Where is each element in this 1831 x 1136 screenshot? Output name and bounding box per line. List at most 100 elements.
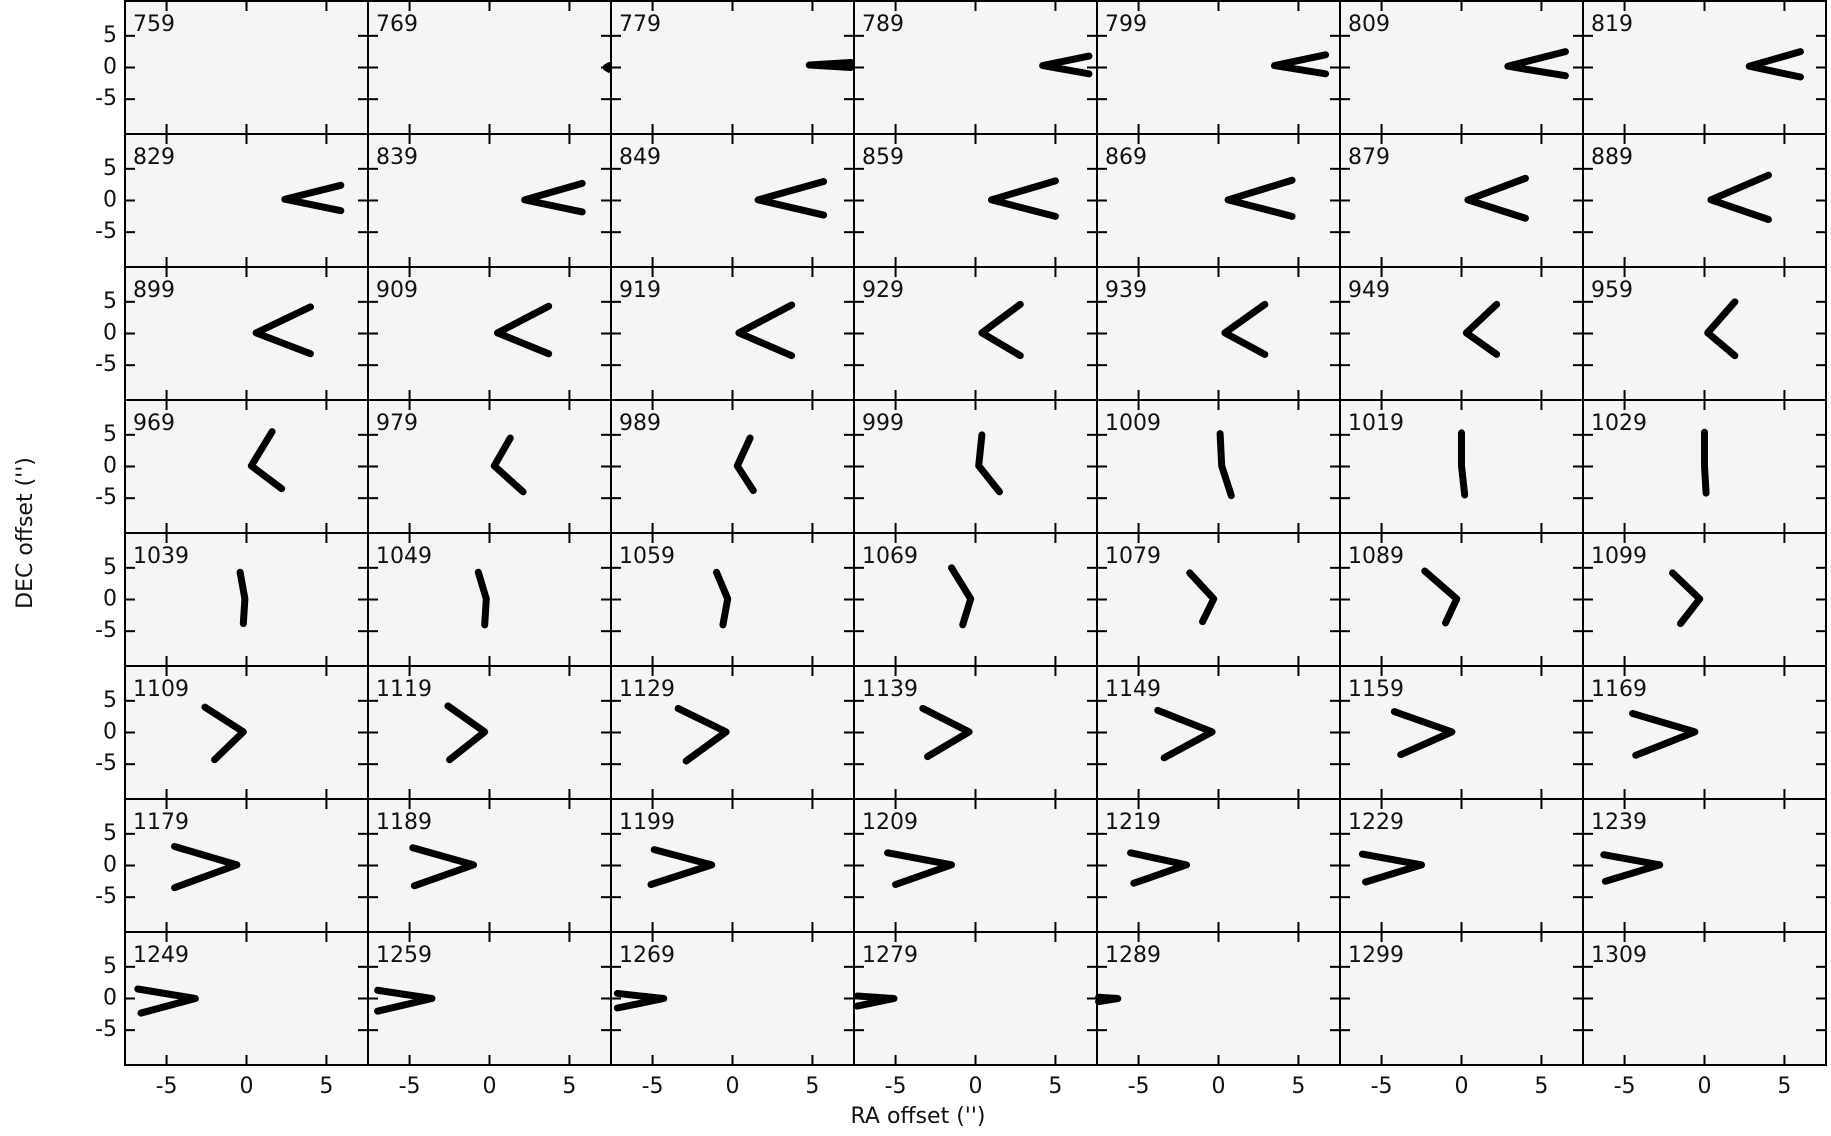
channel-label: 989: [619, 411, 661, 436]
channel-label: 899: [133, 278, 175, 303]
channel-label: 1179: [133, 810, 189, 835]
emission-arms: [1095, 993, 1122, 1006]
channel-label: 819: [1591, 12, 1633, 37]
y-tick-label: 5: [103, 289, 117, 314]
x-tick-label: 0: [483, 1074, 497, 1099]
x-tick-label: -5: [885, 1074, 907, 1099]
emission-arms: [978, 300, 1024, 360]
emission-arms: [474, 568, 490, 629]
x-tick-label: -5: [642, 1074, 664, 1099]
emission-arms: [1701, 428, 1710, 497]
emission-arms: [444, 702, 489, 764]
emission-arms: [733, 434, 757, 495]
panel-frame: [367, 0, 612, 135]
channel-label: 939: [1105, 278, 1147, 303]
emission-arms: [713, 568, 732, 629]
channel-label: 1309: [1591, 943, 1647, 968]
x-tick-label: 0: [1212, 1074, 1226, 1099]
emission-arms: [1224, 176, 1296, 220]
y-tick-label: 0: [103, 454, 117, 479]
panel-frame: [1339, 931, 1584, 1066]
channel-label: 979: [376, 411, 418, 436]
panel-frame: [1339, 532, 1584, 667]
channel-label: 1069: [862, 544, 918, 569]
emission-arms: [1358, 850, 1426, 886]
emission-arms: [201, 703, 247, 764]
channel-label: 1299: [1348, 943, 1404, 968]
emission-arms: [1127, 849, 1191, 887]
channel-label: 919: [619, 278, 661, 303]
channel-label: 1089: [1348, 544, 1404, 569]
channel-label: 839: [376, 145, 418, 170]
emission-arms: [171, 843, 241, 892]
emission-arms: [1504, 48, 1569, 80]
channel-label: 1269: [619, 943, 675, 968]
x-tick-label: 0: [969, 1074, 983, 1099]
emission-arms: [1745, 48, 1804, 81]
x-tick-label: -5: [399, 1074, 421, 1099]
channel-label: 769: [376, 12, 418, 37]
emission-arms: [754, 178, 828, 219]
y-tick-label: 0: [103, 853, 117, 878]
panel-frame: [1339, 665, 1584, 800]
emission-arms: [987, 177, 1059, 220]
emission-arms: [490, 434, 527, 496]
x-tick-label: 0: [1455, 1074, 1469, 1099]
channel-label: 1019: [1348, 411, 1404, 436]
channel-label: 879: [1348, 145, 1390, 170]
panel-frame: [367, 133, 612, 268]
emission-arms: [1039, 52, 1093, 78]
x-tick-label: 5: [1291, 1074, 1305, 1099]
channel-label: 759: [133, 12, 175, 37]
emission-arms: [1704, 298, 1739, 360]
emission-arms: [247, 428, 286, 493]
emission-arms: [252, 303, 314, 358]
y-tick-label: -5: [95, 618, 117, 643]
emission-arms: [1600, 851, 1664, 885]
channel-label: 779: [619, 12, 661, 37]
panel-frame: [124, 931, 369, 1066]
channel-label: 1189: [376, 810, 432, 835]
channel-label: 1249: [133, 943, 189, 968]
channel-label: 849: [619, 145, 661, 170]
channel-label: 1059: [619, 544, 675, 569]
channel-label: 1039: [133, 544, 189, 569]
y-tick-label: 5: [103, 688, 117, 713]
channel-label: 1209: [862, 810, 918, 835]
emission-arms: [1458, 429, 1469, 499]
y-tick-label: 5: [103, 422, 117, 447]
channel-label: 1199: [619, 810, 675, 835]
y-tick-label: 5: [103, 156, 117, 181]
emission-arms: [674, 704, 730, 765]
channel-label: 829: [133, 145, 175, 170]
channel-label: 1129: [619, 677, 675, 702]
channel-label: 789: [862, 12, 904, 37]
emission-arms: [409, 844, 478, 890]
panel-frame: [367, 931, 612, 1066]
y-tick-label: 0: [103, 55, 117, 80]
channel-label: 1109: [133, 677, 189, 702]
emission-arms: [975, 431, 1003, 496]
channel-label: 1139: [862, 677, 918, 702]
channel-label: 1029: [1591, 411, 1647, 436]
channel-label: 949: [1348, 278, 1390, 303]
emission-arms: [374, 986, 436, 1015]
emission-arms: [735, 301, 796, 360]
channel-label: 1259: [376, 943, 432, 968]
x-tick-label: 0: [240, 1074, 254, 1099]
x-tick-label: 5: [805, 1074, 819, 1099]
emission-arms: [1270, 51, 1330, 78]
panel-frame: [1096, 532, 1341, 667]
panel-frame: [124, 0, 369, 135]
emission-arms: [1629, 710, 1699, 759]
channel-label: 869: [1105, 145, 1147, 170]
y-tick-label: -5: [95, 352, 117, 377]
emission-arms: [1154, 706, 1216, 762]
channel-label: 1149: [1105, 677, 1161, 702]
x-tick-label: -5: [156, 1074, 178, 1099]
emission-arms: [948, 564, 975, 629]
emission-arms: [236, 568, 249, 628]
emission-arms: [521, 179, 586, 216]
emission-arms: [613, 989, 668, 1012]
emission-arms: [1421, 567, 1461, 627]
